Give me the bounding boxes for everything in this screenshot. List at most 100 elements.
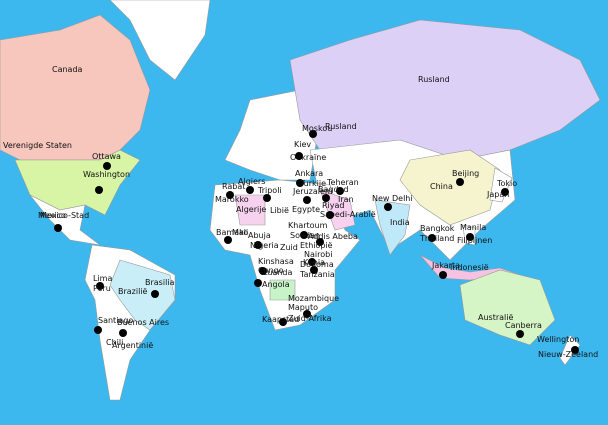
city-label: Khartoum xyxy=(288,221,328,230)
country-label: Thailand xyxy=(419,234,454,243)
city-label: Kaapstad xyxy=(262,315,299,324)
city-label: Riyad xyxy=(322,201,345,210)
country-label: Nieuw-Zeeland xyxy=(538,350,598,359)
city-label: Manila xyxy=(460,223,486,232)
city-dot xyxy=(571,346,579,354)
city-dot xyxy=(456,178,464,186)
city-label: Bangkok xyxy=(420,224,455,233)
city-dot xyxy=(516,330,524,338)
australia-shape xyxy=(459,269,556,346)
city-label: Ottawa xyxy=(92,152,121,161)
city-label: Algiers xyxy=(238,177,265,186)
mexico-shape xyxy=(29,194,101,246)
country-label: Rusland xyxy=(418,75,450,84)
canada-shape xyxy=(0,14,151,161)
country-label: Egypte xyxy=(292,205,320,214)
city-dot xyxy=(428,234,436,242)
country-label: Verenigde Staten xyxy=(3,141,72,150)
city-dot xyxy=(151,290,159,298)
city-label: Nairobi xyxy=(304,250,332,259)
country-label: Brazilië xyxy=(118,287,148,296)
city-dot xyxy=(95,186,103,194)
country-label: Ethiopië xyxy=(300,241,333,250)
city-label: Addis Abeba xyxy=(308,232,358,241)
country-label: Iran xyxy=(338,195,354,204)
country-label: Angola xyxy=(262,280,290,289)
city-label: Wellington xyxy=(537,335,579,344)
country-label: Marokko xyxy=(215,195,249,204)
city-dot xyxy=(259,267,267,275)
city-dot xyxy=(296,179,304,187)
city-label: Bagdad xyxy=(318,185,349,194)
city-dot xyxy=(501,188,509,196)
country-label: China xyxy=(430,182,453,191)
city-dot xyxy=(103,162,111,170)
city-dot xyxy=(119,329,127,337)
country-label: Rusland xyxy=(325,122,357,131)
city-dot xyxy=(94,326,102,334)
country-label: India xyxy=(390,218,410,227)
city-dot xyxy=(336,187,344,195)
city-dot xyxy=(303,310,311,318)
city-label: Luanda xyxy=(263,268,292,277)
city-label: Kinshasa xyxy=(258,257,294,266)
city-label: Lima xyxy=(93,274,112,283)
algeria-shape xyxy=(234,194,266,226)
country-label: Japan xyxy=(486,190,509,199)
city-label: Buenos Aires xyxy=(117,318,169,327)
city-dot xyxy=(310,266,318,274)
city-label: Mexico-Stad xyxy=(40,211,89,220)
brazil-shape xyxy=(109,259,176,331)
angola-shape xyxy=(269,279,296,301)
city-label: Beijing xyxy=(452,169,479,178)
city-label: Tripoli xyxy=(257,186,282,195)
country-label: Libië xyxy=(270,206,289,215)
city-dot xyxy=(300,231,308,239)
city-dot xyxy=(246,186,254,194)
country-label: Peru xyxy=(93,284,111,293)
country-label: Mexico xyxy=(38,211,66,220)
japan-shape xyxy=(489,167,513,203)
country-label: Filipijnen xyxy=(457,236,492,245)
country-label: Australië xyxy=(478,313,513,322)
country-label: Kenia xyxy=(303,258,325,267)
greenland xyxy=(109,0,211,81)
india-shape xyxy=(374,199,411,256)
country-label: Zuid-Afrika xyxy=(288,314,332,323)
city-label: Tokio xyxy=(496,179,517,188)
country-label: Indonesië xyxy=(450,263,489,272)
country-label: Chili xyxy=(106,338,123,347)
city-dot xyxy=(308,258,316,266)
city-dot xyxy=(384,203,392,211)
city-dot xyxy=(466,233,474,241)
city-dot xyxy=(326,211,334,219)
city-dot xyxy=(309,130,317,138)
city-label: Dodoma xyxy=(300,260,334,269)
city-label: Moskou xyxy=(302,124,332,133)
city-label: Abuja xyxy=(248,231,271,240)
city-dot xyxy=(224,236,232,244)
country-label: Mozambique xyxy=(288,294,339,303)
city-label: Jakarta xyxy=(431,261,460,270)
city-dot xyxy=(279,318,287,326)
country-label: Nigeria xyxy=(250,241,279,250)
country-label: Algerije xyxy=(236,205,266,214)
city-label: Maputo xyxy=(288,303,318,312)
country-label: Zuid xyxy=(280,243,298,252)
city-dot xyxy=(226,191,234,199)
city-dot xyxy=(303,196,311,204)
country-label: Canada xyxy=(52,65,83,74)
city-dot xyxy=(439,271,447,279)
city-label: Jeruzalem xyxy=(292,187,333,196)
city-dot xyxy=(295,152,303,160)
city-dot xyxy=(316,238,324,246)
city-label: Canberra xyxy=(505,321,542,330)
city-label: Ankara xyxy=(295,169,323,178)
labels: Ottawa Washington Mexico-Stad Lima Brasilia S… xyxy=(3,65,598,359)
city-dot xyxy=(322,194,330,202)
country-label: Turkije xyxy=(299,179,326,188)
city-dot xyxy=(54,224,62,232)
country-label: Argentinië xyxy=(112,341,153,350)
new-zealand-shape xyxy=(559,334,581,366)
